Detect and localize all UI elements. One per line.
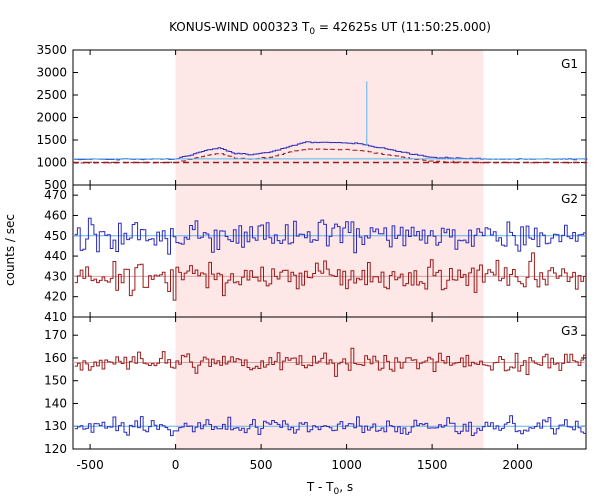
x-tick-label: -500 [76, 458, 103, 472]
y-tick-label: 500 [44, 178, 67, 192]
y-tick-label: 160 [44, 351, 67, 365]
y-tick-label: 450 [44, 229, 67, 243]
red-light-curve [74, 252, 587, 301]
y-tick-label: 2500 [36, 88, 67, 102]
y-tick-label: 430 [44, 269, 67, 283]
x-tick-label: 500 [250, 458, 273, 472]
x-tick-label: 0 [172, 458, 180, 472]
y-tick-label: 130 [44, 419, 67, 433]
y-tick-label: 1000 [36, 156, 67, 170]
y-tick-label: 470 [44, 188, 67, 202]
y-tick-label: 120 [44, 442, 67, 456]
blue-light-curve [74, 415, 587, 437]
red-light-curve [73, 148, 588, 164]
y-tick-label: 2000 [36, 111, 67, 125]
panel-frame [72, 316, 587, 450]
y-tick-label: 3500 [36, 43, 67, 57]
y-tick-label: 460 [44, 208, 67, 222]
plot-layer: 500100015002000250030003500G141042043044… [36, 43, 588, 472]
chart-title: KONUS-WIND 000323 T0 = 42625s UT (11:50:… [169, 20, 491, 37]
panel-label: G2 [561, 192, 578, 206]
y-tick-label: 140 [44, 396, 67, 410]
x-axis-label: T - T0, s [306, 480, 353, 497]
burst-interval-shade [175, 50, 484, 449]
x-tick-label: 1500 [417, 458, 448, 472]
y-tick-label: 1500 [36, 133, 67, 147]
x-tick-label: 2000 [502, 458, 533, 472]
x-tick-label: 1000 [331, 458, 362, 472]
y-tick-label: 170 [44, 328, 67, 342]
panel-g3: 120 130 140 150 160 170 G3 [44, 316, 587, 456]
x-tick-labels: -500 0 500 1000 1500 2000 [76, 458, 532, 472]
y-tick-label: 420 [44, 290, 67, 304]
red-light-curve [74, 347, 587, 377]
y-tick-label: 3000 [36, 66, 67, 80]
blue-light-curve [74, 217, 587, 255]
panel-label: G1 [561, 57, 578, 71]
y-tick-label: 410 [44, 310, 67, 324]
panel-label: G3 [561, 324, 578, 338]
y-tick-label: 440 [44, 249, 67, 263]
y-axis-label: counts / sec [3, 214, 17, 286]
y-tick-label: 150 [44, 374, 67, 388]
